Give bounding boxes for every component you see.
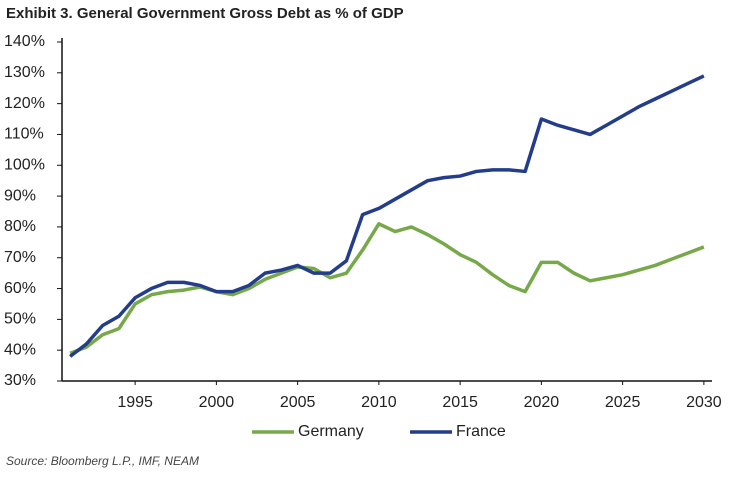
source-note: Source: Bloomberg L.P., IMF, NEAM [6,454,199,468]
y-tick-label: 80% [4,218,36,235]
legend-label: France [456,423,506,440]
y-tick-label: 50% [4,311,36,328]
y-tick-label: 130% [4,64,45,81]
y-tick-label: 90% [4,187,36,204]
x-tick-label: 2015 [442,394,478,411]
y-tick-label: 140% [4,33,45,50]
x-tick-label: 1995 [117,394,153,411]
y-tick-label: 100% [4,156,45,173]
chart-title: Exhibit 3. General Government Gross Debt… [6,5,404,22]
y-tick-label: 30% [4,372,36,389]
x-tick-label: 2030 [686,394,722,411]
y-tick-label: 70% [4,249,36,266]
y-tick-label: 120% [4,95,45,112]
x-tick-label: 2025 [605,394,641,411]
x-tick-label: 2005 [280,394,316,411]
legend-label: Germany [298,423,364,440]
x-tick-label: 2020 [524,394,560,411]
y-tick-label: 110% [4,126,44,143]
x-tick-label: 2000 [199,394,235,411]
series-line [69,74,705,358]
y-tick-label: 60% [4,280,36,297]
x-tick-label: 2010 [361,394,397,411]
series-line [69,222,705,355]
y-tick-label: 40% [4,341,36,358]
